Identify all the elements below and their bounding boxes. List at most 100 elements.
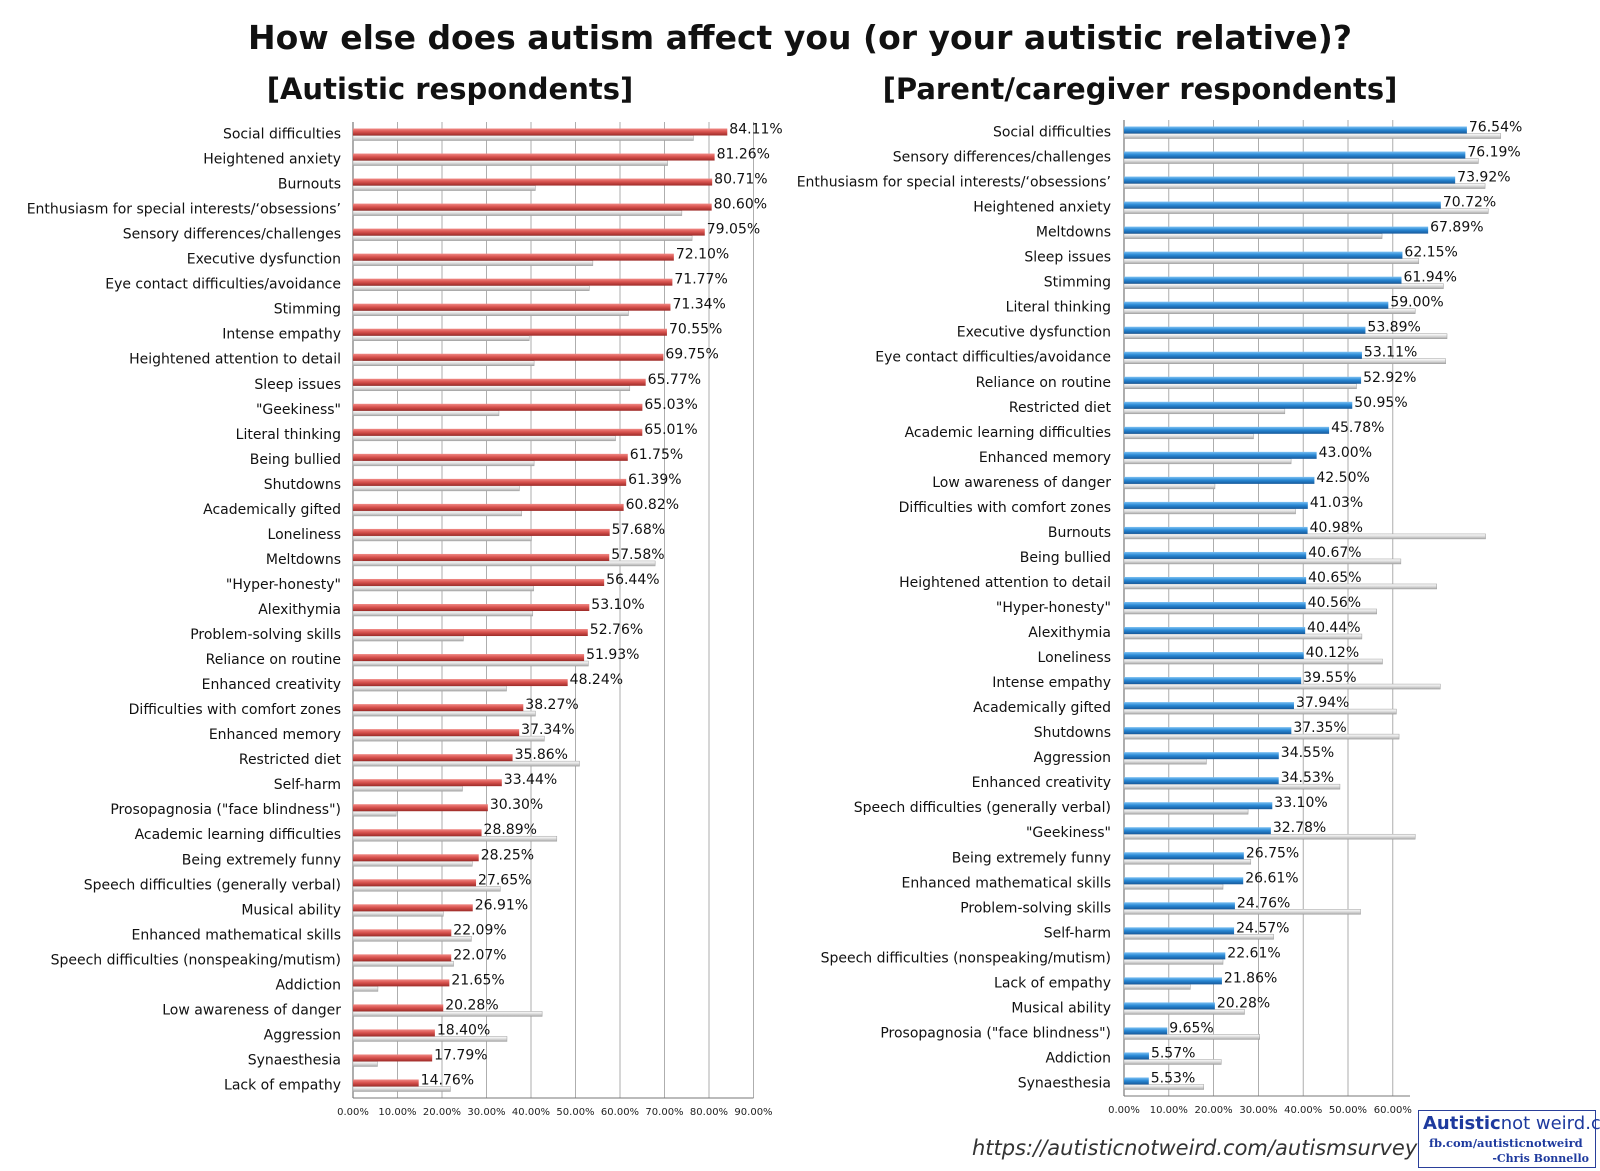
x-tick-label: 20.00%: [423, 1107, 461, 1118]
category-label: Lack of empathy: [224, 1077, 341, 1093]
data-bar: [353, 403, 643, 411]
data-bar: [353, 478, 627, 486]
data-bar: [1124, 1077, 1149, 1085]
comparison-bar: [1123, 1084, 1204, 1090]
data-bar: [1124, 902, 1235, 910]
comparison-bar: [1123, 808, 1249, 815]
data-bar: [1124, 952, 1226, 960]
data-bar: [1124, 176, 1456, 184]
x-tick-label: 30.00%: [1239, 1105, 1277, 1116]
category-label: Speech difficulties (generally verbal): [854, 800, 1111, 816]
data-bar: [353, 553, 610, 561]
data-bar: [1124, 501, 1308, 509]
category-label: Sleep issues: [1024, 250, 1111, 266]
comparison-bar: [352, 785, 463, 792]
data-label: 37.35%: [1293, 720, 1346, 736]
category-label: Reliance on routine: [206, 652, 341, 668]
data-bar: [1124, 301, 1389, 309]
data-bar: [1124, 251, 1403, 259]
category-label: Self-harm: [274, 777, 341, 793]
data-label: 67.89%: [1430, 220, 1483, 236]
data-bar: [1124, 126, 1467, 134]
category-label: "Hyper-honesty": [996, 600, 1111, 616]
data-bar: [353, 228, 705, 236]
comparison-bar: [352, 260, 594, 266]
data-bar: [353, 904, 473, 912]
category-label: Intense empathy: [222, 327, 341, 343]
data-bar: [1124, 752, 1279, 760]
data-label: 60.82%: [626, 497, 679, 513]
data-bar: [1124, 877, 1244, 885]
data-label: 38.27%: [525, 697, 578, 713]
comparison-bar: [1123, 458, 1292, 465]
data-label: 40.12%: [1306, 645, 1359, 661]
data-bar: [353, 779, 502, 787]
data-label: 61.75%: [630, 447, 683, 463]
data-label: 71.34%: [672, 297, 725, 313]
category-label: Problem-solving skills: [190, 627, 341, 643]
data-bar: [1124, 827, 1271, 835]
data-label: 80.60%: [714, 197, 767, 213]
comparison-bar: [352, 235, 693, 241]
category-label: Loneliness: [1038, 650, 1111, 666]
data-label: 27.65%: [478, 872, 531, 888]
data-bar: [353, 1004, 444, 1012]
category-label: Enhanced creativity: [202, 677, 341, 693]
category-label: Speech difficulties (nonspeaking/mutism): [821, 950, 1111, 966]
data-bar: [353, 378, 646, 386]
parent-respondents-chart: 0.00% 10.00% 20.00% 30.00% 40.00% 50.00% 60.00…: [797, 120, 1523, 1116]
x-tick-label: 50.00%: [556, 1107, 594, 1118]
category-label: Low awareness of danger: [162, 1002, 341, 1018]
data-bar: [353, 578, 605, 586]
data-bar: [353, 929, 452, 937]
data-label: 40.44%: [1307, 620, 1360, 636]
comparison-bar: [1123, 158, 1479, 164]
data-bar: [1124, 702, 1294, 710]
data-bar: [1124, 1002, 1215, 1010]
comparison-bar: [352, 911, 444, 917]
data-bar: [1124, 551, 1307, 559]
category-label: "Geekiness": [1026, 825, 1111, 841]
data-label: 17.79%: [434, 1047, 487, 1063]
comparison-bar: [352, 485, 520, 492]
data-bar: [353, 629, 588, 637]
category-label: Lack of empathy: [994, 975, 1111, 991]
comparison-bar: [352, 460, 535, 467]
data-bar: [1124, 1027, 1168, 1035]
category-label: Enhanced memory: [979, 450, 1111, 466]
category-label: Problem-solving skills: [960, 900, 1111, 916]
data-label: 26.61%: [1245, 870, 1298, 886]
data-label: 40.65%: [1308, 570, 1361, 586]
category-label: Musical ability: [1011, 1000, 1111, 1016]
category-label: Enthusiasm for special interests/‘obsess…: [27, 202, 341, 218]
comparison-bar: [1123, 308, 1416, 314]
category-label: Addiction: [275, 977, 341, 993]
data-bar: [1124, 727, 1292, 735]
data-label: 80.71%: [714, 172, 767, 188]
comparison-bar: [352, 360, 535, 366]
autistic-respondents-chart: 0.00% 10.00% 20.00% 30.00% 40.00% 50.00% 60.00…: [27, 122, 783, 1118]
x-tick-label: 0.00%: [337, 1107, 369, 1118]
data-bar: [1124, 677, 1302, 685]
x-tick-label: 10.00%: [1150, 1105, 1188, 1116]
data-bar: [1124, 852, 1244, 860]
category-label: Alexithymia: [258, 602, 341, 618]
comparison-bar: [1123, 583, 1437, 590]
comparison-bar: [1123, 833, 1416, 840]
category-label: Being bullied: [250, 452, 341, 468]
data-bar: [1124, 201, 1441, 209]
comparison-bar: [1123, 959, 1224, 965]
data-label: 41.03%: [1310, 495, 1363, 511]
data-bar: [1124, 927, 1235, 935]
x-tick-label: 50.00%: [1329, 1105, 1367, 1116]
category-label: Prosopagnosia ("face blindness"): [110, 802, 341, 818]
data-label: 21.65%: [451, 972, 504, 988]
comparison-bar: [1123, 758, 1207, 765]
logo-brand-rest: not weird.com: [1500, 1113, 1600, 1134]
category-label: Heightened attention to detail: [899, 575, 1111, 591]
data-label: 33.10%: [1274, 795, 1327, 811]
data-label: 42.50%: [1316, 470, 1369, 486]
comparison-bar: [1123, 258, 1420, 264]
comparison-bar: [1123, 208, 1489, 214]
